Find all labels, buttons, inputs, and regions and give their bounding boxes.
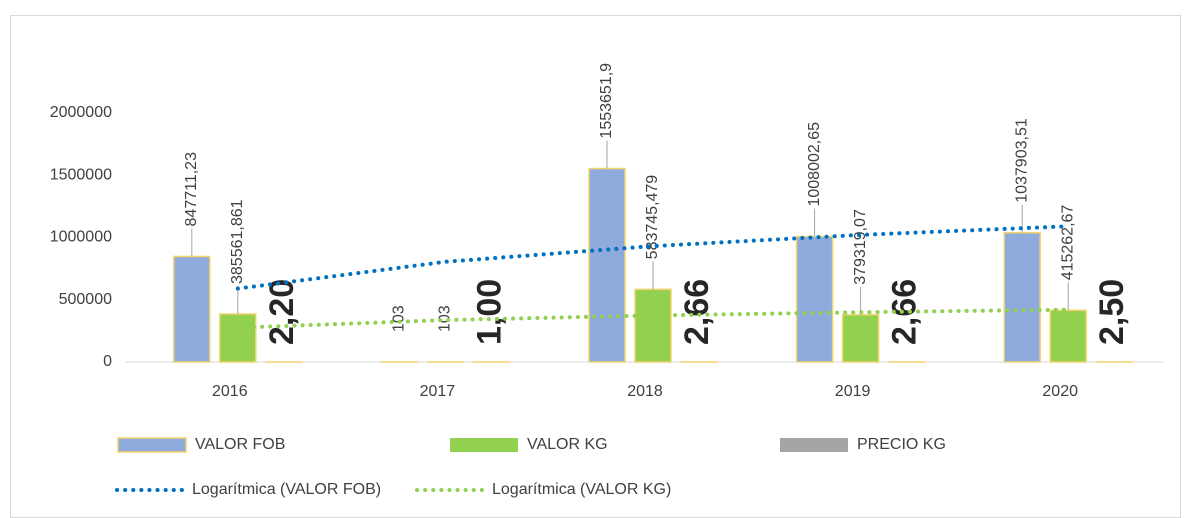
value-label: 379319,07 — [852, 209, 869, 285]
y-tick-label: 500000 — [59, 291, 112, 308]
value-label: 1,00 — [470, 279, 508, 345]
bar — [1049, 309, 1087, 363]
bar — [634, 288, 672, 363]
x-tick-label: 2019 — [835, 383, 871, 400]
bar — [841, 314, 880, 363]
value-label: 103 — [391, 305, 408, 332]
legend-label: VALOR FOB — [195, 436, 285, 453]
y-tick-label: 1000000 — [50, 229, 112, 246]
bar — [219, 313, 257, 363]
x-tick-label: 2018 — [627, 383, 663, 400]
legend-swatch — [780, 438, 848, 452]
bar — [795, 235, 834, 363]
y-tick-label: 1500000 — [50, 166, 112, 183]
x-tick-label: 2020 — [1042, 383, 1078, 400]
value-label: 2,20 — [263, 279, 301, 345]
value-label: 1553651,9 — [598, 63, 615, 139]
x-tick-label: 2017 — [420, 383, 456, 400]
value-label: 1037903,51 — [1013, 118, 1030, 203]
value-label: 1008002,65 — [806, 122, 823, 207]
value-label: 583745,479 — [644, 175, 661, 260]
legend-label: Logarítmica (VALOR FOB) — [192, 481, 381, 498]
legend-swatch — [450, 438, 518, 452]
value-label: 2,66 — [678, 279, 716, 345]
legend-label: VALOR KG — [527, 436, 608, 453]
bar — [588, 167, 626, 363]
value-label: 385561,861 — [229, 199, 246, 284]
legend-swatch — [117, 437, 187, 453]
y-tick-label: 2000000 — [50, 104, 112, 121]
legend-label: Logarítmica (VALOR KG) — [492, 481, 671, 498]
bar — [1003, 232, 1041, 363]
trend-line — [235, 224, 1071, 291]
legend-label: PRECIO KG — [857, 436, 946, 453]
value-label: 847711,23 — [183, 152, 200, 227]
value-label: 103 — [437, 305, 454, 332]
y-tick-label: 0 — [103, 353, 112, 370]
bar — [173, 255, 211, 363]
value-label: 415262,67 — [1059, 205, 1076, 281]
x-tick-label: 2016 — [212, 383, 248, 400]
value-label: 2,50 — [1093, 279, 1131, 345]
trend-line — [235, 307, 1071, 330]
